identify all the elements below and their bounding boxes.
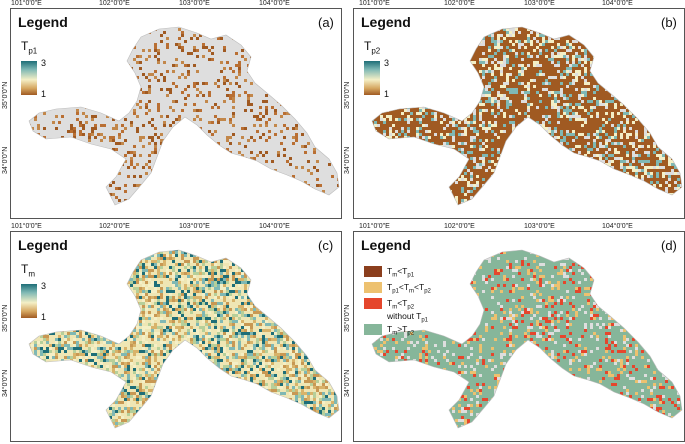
colorbar-min-a: 1 bbox=[41, 89, 47, 99]
lon-label-d-1: 101°0'0"E bbox=[359, 223, 390, 230]
legend-title-b: Legend bbox=[361, 14, 411, 30]
lon-label-b-1: 101°0'0"E bbox=[359, 0, 390, 7]
lon-label-b-3: 103°0'0"E bbox=[524, 0, 555, 7]
region-fill-d bbox=[372, 250, 682, 428]
lon-label-c-1: 101°0'0"E bbox=[11, 223, 42, 230]
panel-label-c: (c) bbox=[318, 238, 334, 253]
lon-label-d-4: 104°0'0"E bbox=[602, 223, 633, 230]
region-outline-c bbox=[28, 249, 340, 429]
lat-label-c-2: 34°0'0"N bbox=[2, 369, 9, 397]
region-outline-d bbox=[371, 249, 683, 429]
colorbar-max-a: 3 bbox=[41, 58, 47, 68]
legend-label-tm-lt-tp2-without-tp1: Tm<Tp2 without Tp1 bbox=[387, 298, 429, 324]
legend-label-tp1-lt-tm-lt-tp2: Tp1<Tm<Tp2 bbox=[387, 282, 431, 295]
colorbar-max-b: 3 bbox=[384, 58, 390, 68]
lon-label-c-2: 102°0'0"E bbox=[99, 223, 130, 230]
legend-item-tm-lt-tp2-without-tp1: Tm<Tp2 without Tp1 bbox=[364, 298, 428, 323]
map-region-b bbox=[371, 26, 683, 206]
lon-label-c-3: 103°0'0"E bbox=[179, 223, 210, 230]
map-region-c bbox=[28, 249, 340, 429]
legend-label-tm-gt-tp2: Tm>Tp2 bbox=[387, 324, 415, 337]
variable-symbol-a: Tp1 bbox=[21, 39, 38, 56]
colorbar-b bbox=[364, 61, 380, 95]
legend-title-a: Legend bbox=[18, 14, 68, 30]
colorbar-max-c: 3 bbox=[41, 281, 47, 291]
map-panel-b: Legend (b) Tp2 3 1 101°0'0"E 102°0'0"E 1… bbox=[344, 0, 685, 219]
map-panel-d: Legend (d) Tm<Tp1 Tp1<Tm<Tp2 Tm<Tp2 witho… bbox=[344, 223, 685, 442]
map-panel-c: Legend (c) Tm 3 1 101°0'0"E 102°0'0"E 10… bbox=[2, 223, 342, 442]
panel-label-b: (b) bbox=[661, 15, 677, 30]
legend-swatch-tm-gt-tp2 bbox=[364, 324, 382, 335]
lon-label-a-3: 103°0'0"E bbox=[179, 0, 210, 7]
colorbar-min-c: 1 bbox=[41, 312, 47, 322]
variable-symbol-c: Tm bbox=[21, 262, 36, 279]
lon-label-a-1: 101°0'0"E bbox=[11, 0, 42, 7]
lon-label-c-4: 104°0'0"E bbox=[259, 223, 290, 230]
legend-swatch-tm-lt-tp1 bbox=[364, 266, 382, 277]
lon-label-a-2: 102°0'0"E bbox=[99, 0, 130, 7]
colorbar-a bbox=[21, 61, 37, 95]
lat-label-c-1: 35°0'0"N bbox=[2, 304, 9, 332]
region-outline-a bbox=[28, 26, 340, 206]
legend-title-c: Legend bbox=[18, 237, 68, 253]
map-panel-a: Legend (a) Tp1 3 1 101°0'0"E 102°0'0"E 1… bbox=[2, 0, 342, 219]
lat-label-a-2: 34°0'0"N bbox=[2, 146, 9, 174]
legend-swatch-tm-lt-tp2-without-tp1 bbox=[364, 298, 382, 309]
map-region-a bbox=[28, 26, 340, 206]
lon-label-d-3: 103°0'0"E bbox=[524, 223, 555, 230]
colorbar-c bbox=[21, 284, 37, 318]
map-region-d bbox=[371, 249, 683, 429]
legend-item-tp1-lt-tm-lt-tp2: Tp1<Tm<Tp2 bbox=[364, 282, 431, 295]
lon-label-b-4: 104°0'0"E bbox=[602, 0, 633, 7]
colorbar-min-b: 1 bbox=[384, 89, 390, 99]
legend-swatch-tp1-lt-tm-lt-tp2 bbox=[364, 282, 382, 293]
lon-label-d-2: 102°0'0"E bbox=[444, 223, 475, 230]
lon-label-b-2: 102°0'0"E bbox=[444, 0, 475, 7]
legend-label-tm-lt-tp1: Tm<Tp1 bbox=[387, 266, 415, 279]
legend-item-tm-lt-tp1: Tm<Tp1 bbox=[364, 266, 414, 279]
legend-title-d: Legend bbox=[361, 237, 411, 253]
region-outline-b bbox=[371, 26, 683, 206]
panel-label-d: (d) bbox=[661, 238, 677, 253]
variable-symbol-b: Tp2 bbox=[364, 39, 381, 56]
region-fill-a bbox=[29, 27, 339, 205]
lat-label-d-2: 34°0'0"N bbox=[344, 369, 351, 397]
lon-label-a-4: 104°0'0"E bbox=[259, 0, 290, 7]
lat-label-b-1: 35°0'0"N bbox=[344, 81, 351, 109]
lat-label-d-1: 35°0'0"N bbox=[344, 304, 351, 332]
legend-item-tm-gt-tp2: Tm>Tp2 bbox=[364, 324, 414, 337]
panel-label-a: (a) bbox=[318, 15, 334, 30]
lat-label-a-1: 35°0'0"N bbox=[2, 81, 9, 109]
lat-label-b-2: 34°0'0"N bbox=[344, 146, 351, 174]
